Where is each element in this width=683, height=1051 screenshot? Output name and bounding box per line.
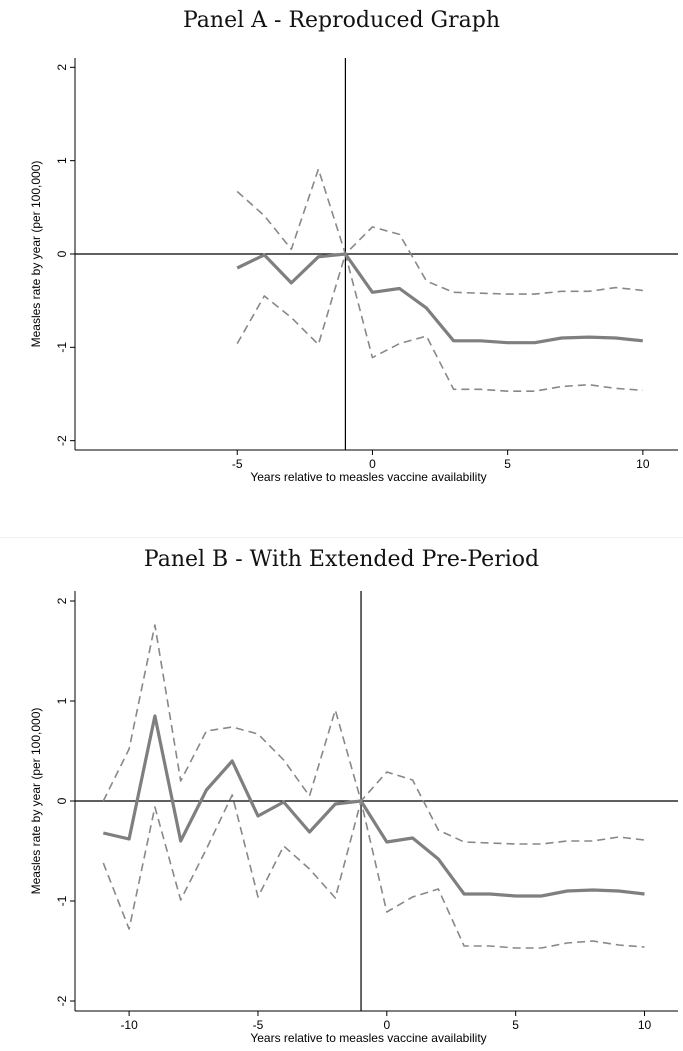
x-tick-label: 10 (636, 457, 650, 471)
chart-a-plot: -2 -1 0 1 2 -5 0 5 10 Years relative to measles v… (29, 58, 678, 484)
y-tick-label: 1 (55, 697, 69, 704)
x-tick-label: 5 (504, 457, 511, 471)
y-axis-label: Measles rate by year (per 100,000) (29, 161, 43, 348)
lower-ci-line (236, 253, 643, 393)
x-tick-label: 0 (383, 1018, 390, 1032)
x-tick-label: -5 (232, 457, 243, 471)
x-tick-label: -5 (253, 1018, 264, 1032)
x-tick-label: -10 (120, 1018, 138, 1032)
x-axis-label: Years relative to measles vaccine availa… (250, 470, 486, 484)
x-tick-label: 10 (638, 1018, 652, 1032)
chart-title: Panel B - With Extended Pre-Period (143, 547, 540, 572)
x-tick-label: 5 (512, 1018, 519, 1032)
panel-b: Panel B - With Extended Pre-Period -2 -1 0… (0, 537, 683, 1051)
upper-ci-line (102, 624, 645, 845)
y-tick-label: 2 (55, 597, 69, 604)
y-tick-label: -1 (55, 895, 69, 906)
x-tick-label: 0 (369, 457, 376, 471)
y-tick-label: 0 (55, 250, 69, 257)
x-axis-label: Years relative to measles vaccine availa… (250, 1031, 486, 1045)
lower-ci-line (102, 794, 645, 949)
panel-a: Panel A - Reproduced Graph -2 -1 0 1 2 -5 0 5 10… (29, 8, 678, 484)
y-tick-label: 2 (55, 64, 69, 71)
y-tick-label: 0 (55, 797, 69, 804)
estimate-line (102, 714, 645, 898)
y-tick-label: 1 (55, 157, 69, 164)
panel-divider (0, 537, 683, 538)
upper-ci-line (236, 168, 643, 295)
estimate-line (236, 252, 643, 345)
y-tick-label: -2 (55, 995, 69, 1006)
chart-title: Panel A - Reproduced Graph (182, 8, 500, 33)
y-tick-label: -2 (55, 435, 69, 446)
y-axis-label: Measles rate by year (per 100,000) (29, 708, 43, 895)
y-tick-label: -1 (55, 342, 69, 353)
